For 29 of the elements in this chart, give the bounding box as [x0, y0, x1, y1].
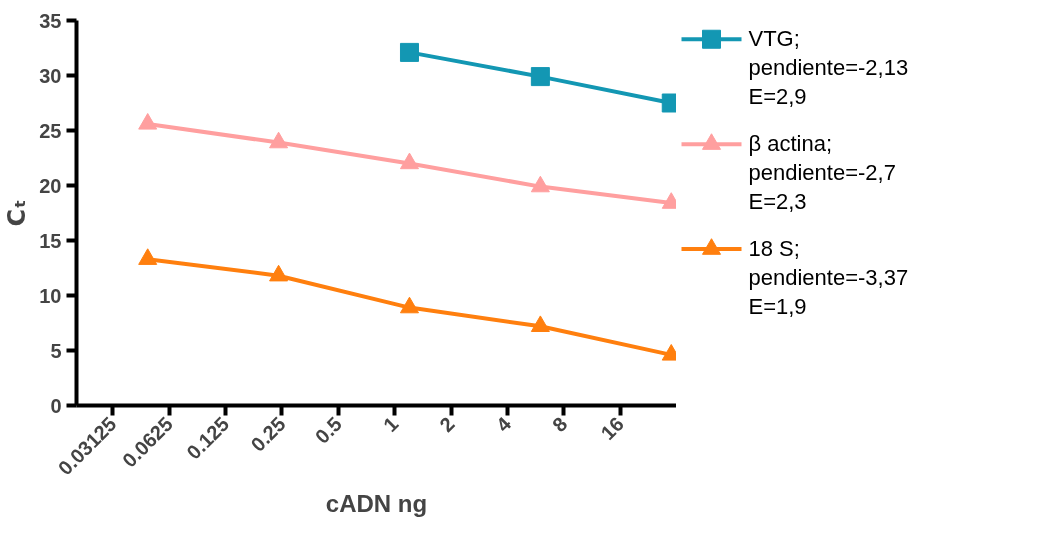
- y-tick-label: 25: [39, 119, 62, 142]
- y-tick-label: 15: [39, 229, 62, 252]
- legend-label: β actina; pendiente=-2,7 E=2,3: [748, 131, 896, 214]
- point: [399, 296, 419, 314]
- legend-label: 18 S; pendiente=-3,37 E=1,9: [748, 236, 909, 319]
- point: [138, 248, 158, 265]
- y-tick-label: 20: [39, 174, 62, 197]
- legend-label: VTG; pendiente=-2,13 E=2,9: [748, 26, 909, 109]
- point: [138, 113, 158, 130]
- y-tick-label: 35: [39, 9, 62, 32]
- point: [530, 175, 550, 193]
- y-axis-title: Cₜ: [3, 199, 32, 227]
- point: [399, 152, 419, 170]
- x-tick-label: 8: [548, 412, 572, 437]
- y-tick-label: 5: [50, 339, 62, 362]
- point: [530, 67, 550, 87]
- point: [269, 131, 289, 149]
- x-tick-label: 16: [596, 412, 628, 445]
- point: [399, 42, 419, 62]
- point: [530, 315, 550, 332]
- x-tick-label: 0.5: [310, 412, 347, 448]
- x-tick-label: 1: [379, 412, 403, 437]
- y-tick-label: 0: [50, 394, 62, 417]
- point: [269, 264, 289, 282]
- y-tick-label: 30: [39, 64, 62, 87]
- y-tick-label: 10: [39, 284, 62, 307]
- x-tick-label: 4: [491, 412, 516, 437]
- x-tick-label: 2: [435, 412, 459, 437]
- x-axis-title: cADN ng: [325, 489, 428, 517]
